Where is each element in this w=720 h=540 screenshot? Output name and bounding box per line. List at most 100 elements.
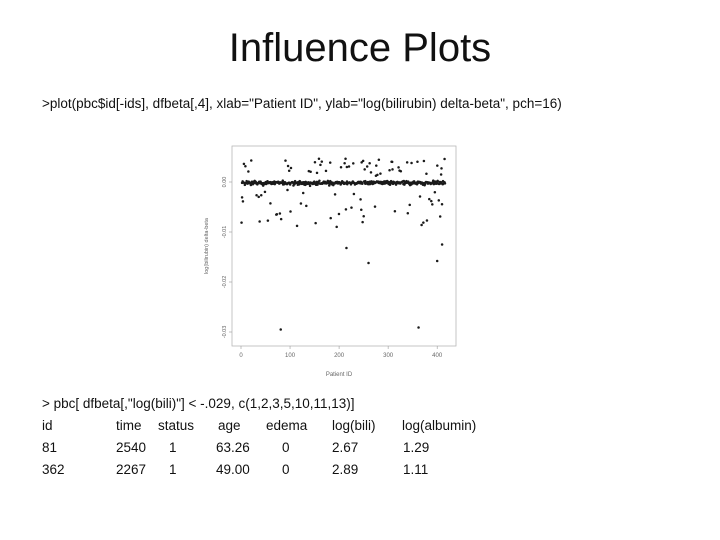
data-point [300, 182, 303, 186]
data-point [275, 213, 279, 216]
data-point [438, 215, 442, 218]
data-point [360, 208, 363, 211]
cell-time: 2267 [116, 462, 147, 477]
data-point [263, 190, 267, 194]
data-point [324, 169, 328, 173]
data-point [292, 181, 296, 184]
data-point [328, 181, 331, 185]
data-point [356, 181, 359, 185]
data-point [266, 219, 270, 222]
header-time: time [116, 418, 142, 433]
data-point [389, 181, 392, 184]
data-point [316, 181, 320, 185]
data-point [375, 164, 378, 167]
data-point [422, 221, 425, 224]
cell-time: 2540 [116, 440, 147, 455]
data-point [397, 166, 400, 169]
data-point [345, 180, 349, 183]
data-point [407, 181, 410, 184]
data-point [423, 181, 426, 185]
cell-log-albumin: 1.11 [403, 462, 429, 477]
data-point [430, 199, 433, 203]
data-point [379, 172, 382, 175]
x-axis: 0 100 200 300 400 [239, 346, 443, 359]
data-point [252, 180, 255, 184]
data-point [350, 206, 353, 209]
data-point [416, 160, 419, 163]
data-point [425, 172, 428, 175]
data-point [243, 181, 246, 185]
data-point [418, 195, 422, 198]
data-point [443, 181, 446, 184]
data-point [394, 181, 398, 185]
x-tick-label: 100 [285, 353, 296, 359]
data-point [317, 157, 321, 161]
data-point [339, 166, 343, 169]
cell-log-albumin: 1.29 [403, 440, 430, 455]
cell-edema: 0 [282, 440, 290, 455]
data-point [298, 179, 301, 183]
data-point [388, 169, 391, 172]
data-point [443, 157, 446, 161]
data-point [439, 180, 442, 184]
header-edema: edema [266, 418, 308, 433]
cell-id: 362 [42, 462, 65, 477]
data-point [255, 181, 258, 184]
cell-status: 1 [169, 462, 177, 477]
cell-id: 81 [42, 440, 58, 455]
data-point [408, 203, 411, 207]
data-point [377, 181, 381, 185]
data-point [250, 159, 253, 162]
cell-status: 1 [169, 440, 177, 455]
x-tick-label: 0 [239, 353, 243, 359]
data-point [299, 202, 303, 205]
data-point [382, 180, 386, 183]
data-point [406, 212, 410, 215]
x-axis-label: Patient ID [326, 372, 353, 378]
data-point [295, 224, 299, 228]
data-point [410, 161, 413, 165]
data-point [315, 171, 319, 175]
header-log-albumin: log(albumin) [402, 418, 477, 433]
data-point [440, 243, 444, 246]
data-point [241, 200, 245, 203]
plot-command: >plot(pbc$id[-ids], dfbeta[,4], xlab="Pa… [42, 96, 562, 111]
data-point [352, 192, 356, 196]
data-point [364, 179, 367, 183]
data-point [287, 169, 291, 173]
data-point [289, 166, 293, 170]
data-point [439, 173, 443, 176]
data-point [240, 196, 244, 199]
data-points [240, 157, 447, 331]
data-point [339, 182, 343, 185]
data-point [243, 183, 247, 187]
data-point [425, 219, 429, 222]
cell-age: 63.26 [216, 440, 250, 455]
cell-log-bili: 2.67 [332, 440, 359, 455]
header-status: status [158, 418, 195, 433]
data-point [283, 181, 287, 184]
data-point [309, 181, 312, 184]
data-point [440, 167, 443, 170]
data-point [288, 182, 291, 185]
data-point [266, 181, 269, 185]
data-point [250, 181, 253, 184]
data-point [345, 246, 348, 250]
data-point [347, 165, 351, 168]
data-point [327, 184, 331, 187]
data-point [368, 180, 371, 183]
data-point [369, 171, 373, 174]
data-point [367, 261, 370, 265]
slide-title: Influence Plots [228, 26, 492, 70]
data-point [373, 205, 377, 208]
data-point [420, 223, 423, 227]
data-point [328, 161, 332, 164]
data-point [269, 180, 272, 184]
scatter-plot: 0 100 200 300 400 0.00 -0.01 -0.02 -0.03 Patien… [204, 145, 457, 378]
data-point [405, 181, 408, 184]
data-point [249, 183, 253, 187]
data-point [361, 159, 365, 163]
data-point [241, 180, 244, 183]
data-point [405, 161, 409, 164]
data-point [335, 225, 338, 229]
